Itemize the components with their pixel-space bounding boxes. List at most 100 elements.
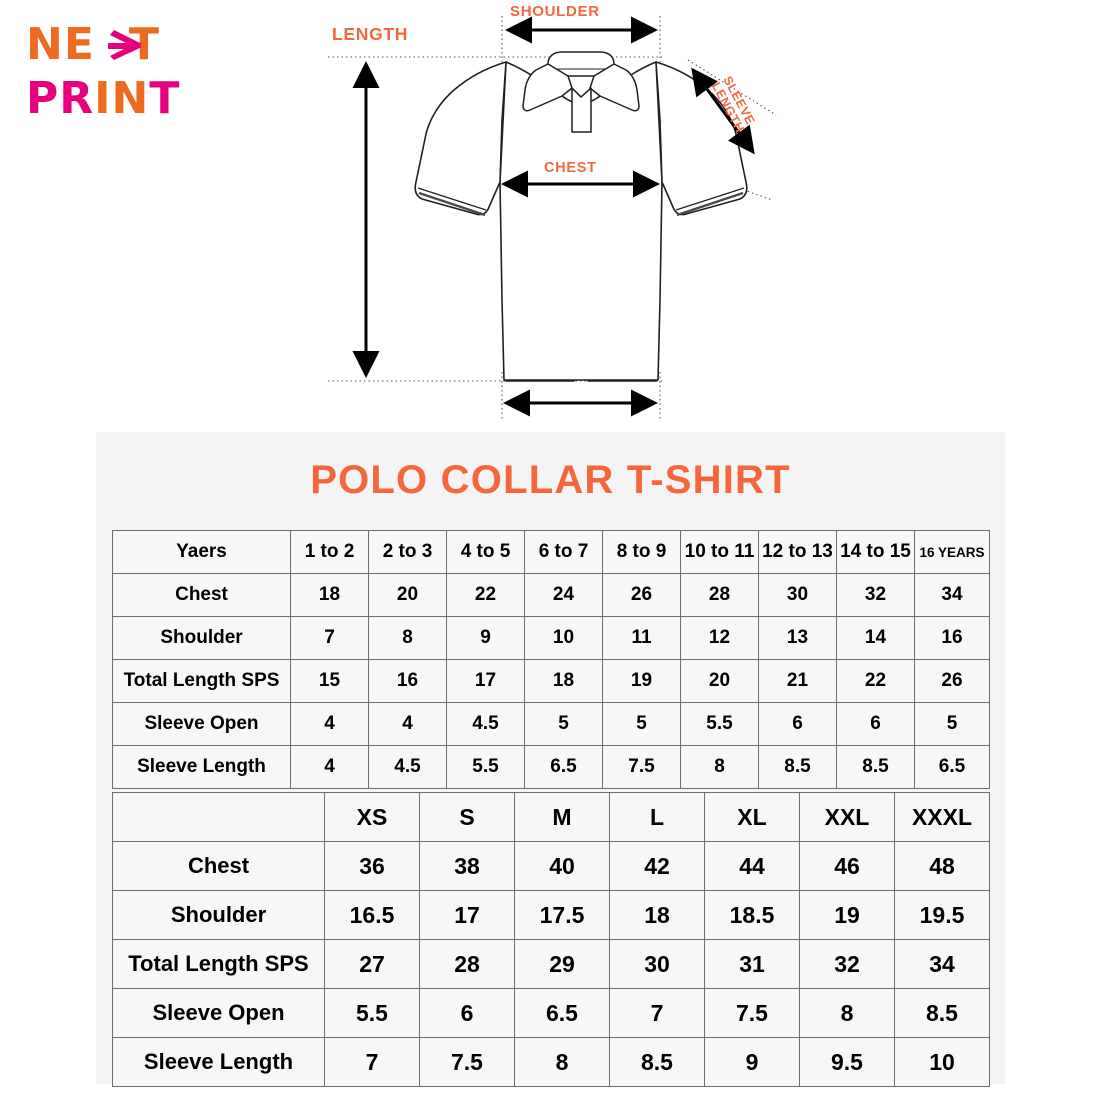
table-row: Chest 18 20 22 24 26 28 30 32 34 (112, 573, 990, 617)
logo-letter-n: N (26, 19, 64, 70)
kids-row-label-sleeve-open: Sleeve Open (112, 702, 291, 746)
adult-cell: 28 (419, 939, 515, 989)
adult-header-xs: XS (324, 792, 420, 842)
adult-cell: 30 (609, 939, 705, 989)
logo-letters-pr: PR (26, 73, 95, 124)
adult-cell: 7.5 (419, 1037, 515, 1087)
kids-cell: 8 (368, 616, 447, 660)
adult-header-xl: XL (704, 792, 800, 842)
kids-cell: 7 (290, 616, 369, 660)
adult-cell: 29 (514, 939, 610, 989)
adult-cell: 19.5 (894, 890, 990, 940)
table-row: Sleeve Length 4 4.5 5.5 6.5 7.5 8 8.5 8.… (112, 745, 990, 789)
adult-cell: 44 (704, 841, 800, 891)
kids-cell: 16 (368, 659, 447, 703)
kids-header-12-13: 12 to 13 (758, 530, 837, 574)
adult-cell: 5.5 (324, 988, 420, 1038)
kids-cell: 8.5 (836, 745, 915, 789)
kids-cell: 14 (836, 616, 915, 660)
kids-header-years: Yaers (112, 530, 291, 574)
adult-cell: 7 (609, 988, 705, 1038)
table-row: Shoulder 7 8 9 10 11 12 13 14 16 (112, 616, 990, 660)
kids-cell: 28 (680, 573, 759, 617)
table-row: Chest 36 38 40 42 44 46 48 (112, 841, 990, 891)
adult-cell: 32 (799, 939, 895, 989)
adult-cell: 31 (704, 939, 800, 989)
kids-cell: 18 (524, 659, 603, 703)
adult-header-m: M (514, 792, 610, 842)
adult-cell: 46 (799, 841, 895, 891)
kids-cell: 6.5 (524, 745, 603, 789)
adult-header-blank (112, 792, 325, 842)
polo-shirt-measurement-diagram: LENGTH SHOULDER CHEST SLEEVE LENGTH (310, 0, 810, 432)
kids-cell: 26 (914, 659, 990, 703)
table-header-row: XS S M L XL XXL XXXL (112, 792, 990, 842)
kids-cell: 4 (290, 745, 369, 789)
kids-cell: 21 (758, 659, 837, 703)
logo-letter-t2: T (149, 73, 181, 124)
kids-cell: 11 (602, 616, 681, 660)
kids-cell: 20 (368, 573, 447, 617)
kids-header-10-11: 10 to 11 (680, 530, 759, 574)
kids-cell: 15 (290, 659, 369, 703)
adult-cell: 10 (894, 1037, 990, 1087)
logo-line-next: NE T (26, 18, 256, 72)
kids-cell: 5.5 (446, 745, 525, 789)
adult-cell: 19 (799, 890, 895, 940)
adult-cell: 34 (894, 939, 990, 989)
adult-cell: 8 (799, 988, 895, 1038)
adult-header-xxl: XXL (799, 792, 895, 842)
adult-cell: 8 (514, 1037, 610, 1087)
kids-cell: 8 (680, 745, 759, 789)
kids-cell: 10 (524, 616, 603, 660)
kids-cell: 6 (836, 702, 915, 746)
kids-cell: 5 (524, 702, 603, 746)
kids-cell: 9 (446, 616, 525, 660)
logo-letters-in: IN (94, 73, 150, 124)
adult-cell: 8.5 (894, 988, 990, 1038)
table-row: Sleeve Open 4 4 4.5 5 5 5.5 6 6 5 (112, 702, 990, 746)
adult-cell: 6.5 (514, 988, 610, 1038)
kids-size-table: Yaers 1 to 2 2 to 3 4 to 5 6 to 7 8 to 9… (112, 530, 990, 789)
kids-cell: 13 (758, 616, 837, 660)
adult-cell: 40 (514, 841, 610, 891)
adult-cell: 27 (324, 939, 420, 989)
kids-cell: 7.5 (602, 745, 681, 789)
kids-cell: 8.5 (758, 745, 837, 789)
kids-row-label-shoulder: Shoulder (112, 616, 291, 660)
adult-header-xxxl: XXXL (894, 792, 990, 842)
table-row: Total Length SPS 15 16 17 18 19 20 21 22… (112, 659, 990, 703)
kids-cell: 18 (290, 573, 369, 617)
kids-cell: 17 (446, 659, 525, 703)
adult-cell: 17 (419, 890, 515, 940)
kids-cell: 32 (836, 573, 915, 617)
adult-cell: 7 (324, 1037, 420, 1087)
adult-cell: 16.5 (324, 890, 420, 940)
adult-cell: 48 (894, 841, 990, 891)
length-label: LENGTH (332, 24, 408, 44)
logo-line-print: PRINT (26, 72, 256, 126)
adult-row-label-sleeve-length: Sleeve Length (112, 1037, 325, 1087)
adult-row-label-total-length: Total Length SPS (112, 939, 325, 989)
kids-cell: 22 (836, 659, 915, 703)
kids-cell: 22 (446, 573, 525, 617)
shoulder-label: SHOULDER (510, 3, 600, 20)
kids-cell: 20 (680, 659, 759, 703)
kids-cell: 34 (914, 573, 990, 617)
adult-row-label-shoulder: Shoulder (112, 890, 325, 940)
kids-cell: 19 (602, 659, 681, 703)
adult-cell: 18 (609, 890, 705, 940)
brand-logo: NE T PRINT (26, 18, 256, 133)
kids-cell: 30 (758, 573, 837, 617)
x-mark-icon (108, 30, 142, 60)
adult-size-table: XS S M L XL XXL XXXL Chest 36 38 40 42 4… (112, 792, 990, 1087)
adult-header-l: L (609, 792, 705, 842)
kids-header-2-3: 2 to 3 (368, 530, 447, 574)
kids-cell: 4.5 (368, 745, 447, 789)
kids-header-4-5: 4 to 5 (446, 530, 525, 574)
kids-cell: 6 (758, 702, 837, 746)
kids-cell: 4 (368, 702, 447, 746)
table-row: Sleeve Length 7 7.5 8 8.5 9 9.5 10 (112, 1037, 990, 1087)
sleeve-length-arrow (691, 67, 755, 155)
kids-cell: 24 (524, 573, 603, 617)
